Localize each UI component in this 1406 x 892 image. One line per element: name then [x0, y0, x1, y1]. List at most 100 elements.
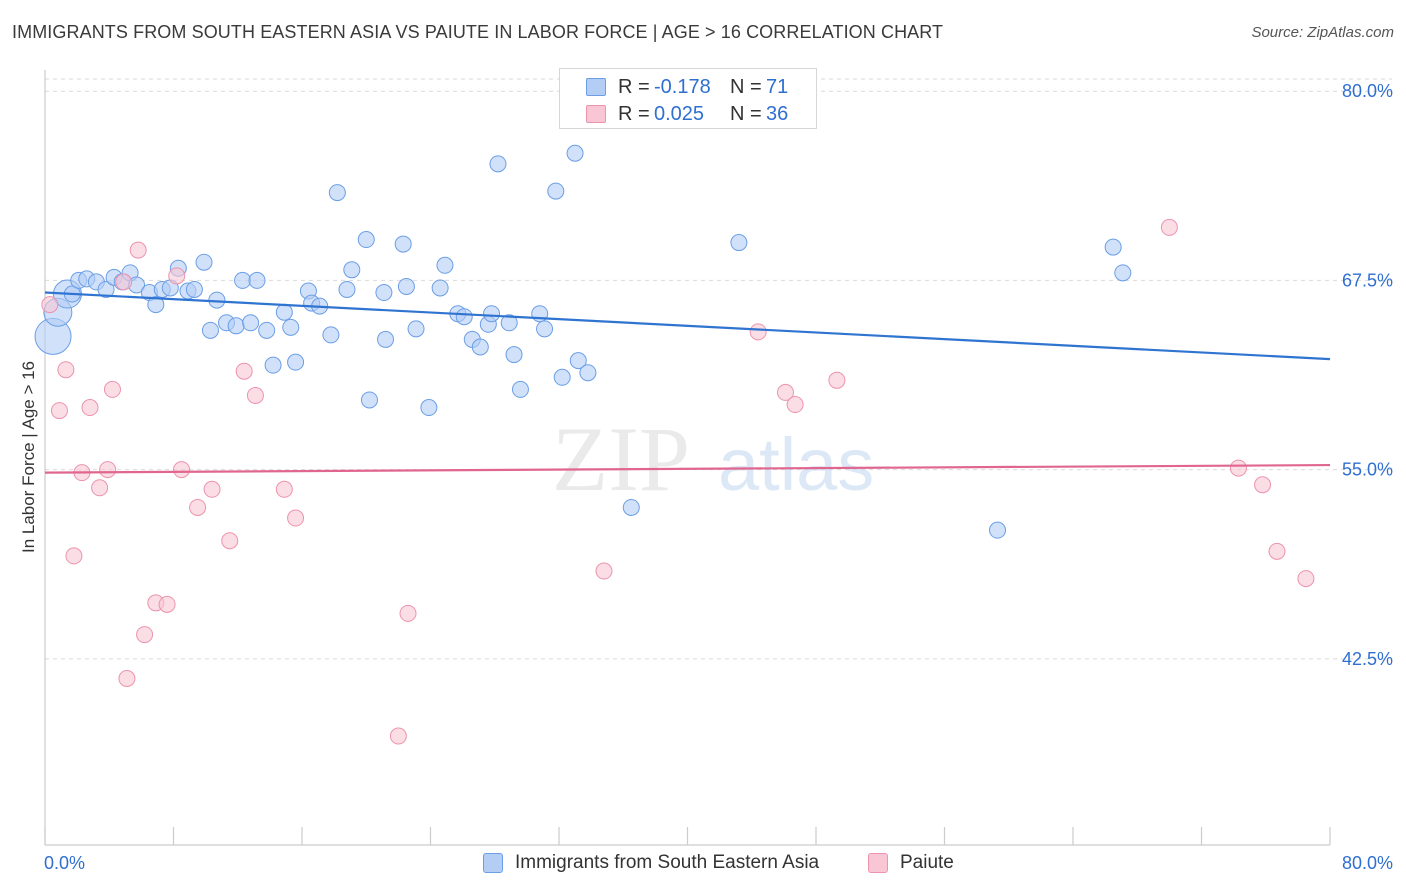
immigrants-point	[377, 330, 395, 348]
immigrants-point	[483, 305, 501, 323]
paiute-point	[786, 396, 804, 414]
immigrants-point	[407, 320, 425, 338]
immigrants-point	[436, 256, 454, 274]
paiute-point	[399, 604, 417, 622]
source-credit: Source: ZipAtlas.com	[1251, 24, 1394, 41]
correlation-legend: R = -0.178 N = 71 R = 0.025 N = 36	[559, 68, 817, 129]
immigrants-point	[500, 314, 518, 332]
immigrants-point	[622, 498, 640, 516]
immigrants-point	[547, 182, 565, 200]
immigrants-point	[282, 318, 300, 336]
y-tick-label: 42.5%	[1342, 649, 1393, 669]
r-label: R =	[618, 75, 650, 98]
paiute-point	[41, 296, 59, 314]
paiute-point	[749, 323, 767, 341]
immigrants-point	[275, 303, 293, 321]
immigrants-point	[505, 346, 523, 364]
paiute-point	[1229, 459, 1247, 477]
paiute-point	[221, 532, 239, 550]
immigrants-point	[195, 253, 213, 271]
chart-title: IMMIGRANTS FROM SOUTH EASTERN ASIA VS PA…	[12, 22, 944, 42]
immigrants-point	[258, 321, 276, 339]
watermark: ZIP atlas	[552, 408, 874, 510]
pink-swatch	[586, 105, 606, 123]
immigrants-trend-line	[44, 291, 1331, 361]
paiute-point	[129, 241, 147, 259]
immigrants-point	[375, 284, 393, 302]
paiute-point	[828, 371, 846, 389]
y-tick-label: 67.5%	[1342, 270, 1393, 290]
paiute-point	[275, 480, 293, 498]
immigrants-point	[471, 338, 489, 356]
blue-swatch	[483, 853, 503, 873]
pink-swatch	[868, 853, 888, 873]
legend-item-paiute[interactable]: Paiute	[868, 852, 954, 874]
paiute-point	[50, 402, 68, 420]
immigrants-point	[185, 280, 203, 298]
paiute-point	[776, 383, 794, 401]
immigrants-point	[536, 320, 554, 338]
immigrants-point	[566, 144, 584, 162]
immigrants-point	[147, 296, 165, 314]
immigrants-point	[360, 391, 378, 409]
r-label: R =	[618, 102, 650, 125]
paiute-point	[136, 626, 154, 644]
immigrants-point	[730, 234, 748, 252]
watermark-atlas: atlas	[718, 423, 874, 506]
paiute-point	[595, 562, 613, 580]
series-legend: Immigrants from South Eastern Asia Paiut…	[0, 852, 1406, 878]
paiute-point	[158, 595, 176, 613]
immigrants-point	[579, 364, 597, 382]
r-value: -0.178	[654, 75, 711, 98]
paiute-point	[203, 480, 221, 498]
paiute-point	[1160, 218, 1178, 236]
paiute-point	[1268, 542, 1286, 560]
immigrants-point	[394, 235, 412, 253]
immigrants-point	[328, 184, 346, 202]
points-layer	[34, 144, 1315, 745]
r-value: 0.025	[654, 102, 705, 125]
immigrants-point	[420, 399, 438, 417]
n-value: 71	[766, 75, 789, 98]
axis-layer	[44, 70, 1331, 846]
paiute-point	[65, 547, 83, 565]
immigrants-point	[248, 271, 266, 289]
y-axis-title: In Labor Force | Age > 16	[19, 361, 38, 553]
immigrants-point	[511, 380, 529, 398]
immigrants-point	[1104, 238, 1122, 256]
immigrants-point	[397, 277, 415, 295]
legend-label: Paiute	[900, 852, 954, 873]
immigrants-point	[338, 280, 356, 298]
immigrants-point	[287, 353, 305, 371]
paiute-point	[168, 267, 186, 285]
immigrants-point	[989, 521, 1007, 539]
immigrants-point	[97, 280, 115, 298]
legend-row-pink: R = 0.025 N = 36	[586, 103, 788, 125]
immigrants-point	[322, 326, 340, 344]
paiute-point	[115, 273, 133, 291]
paiute-point	[91, 479, 109, 497]
label-layer: 80.0% 67.5% 55.0% 42.5% 0.0% 80.0% In Labor Fo…	[19, 81, 1393, 873]
legend-row-blue: R = -0.178 N = 71	[586, 76, 788, 98]
immigrants-point	[357, 231, 375, 249]
immigrants-point	[242, 314, 260, 332]
paiute-point	[103, 380, 121, 398]
blue-swatch	[586, 78, 606, 96]
immigrants-point	[201, 321, 219, 339]
trend-layer	[44, 291, 1331, 474]
paiute-trend-line	[44, 463, 1331, 474]
paiute-point	[235, 362, 253, 380]
immigrants-point	[264, 356, 282, 374]
paiute-point	[57, 361, 75, 379]
immigrants-point	[553, 368, 571, 386]
n-value: 36	[766, 102, 789, 125]
legend-label: Immigrants from South Eastern Asia	[515, 852, 820, 873]
paiute-point	[173, 461, 191, 479]
immigrants-point	[431, 279, 449, 297]
immigrants-point	[343, 261, 361, 279]
paiute-point	[389, 727, 407, 745]
legend-item-immigrants[interactable]: Immigrants from South Eastern Asia	[483, 852, 819, 874]
paiute-point	[1297, 570, 1315, 588]
n-label: N =	[730, 102, 762, 125]
